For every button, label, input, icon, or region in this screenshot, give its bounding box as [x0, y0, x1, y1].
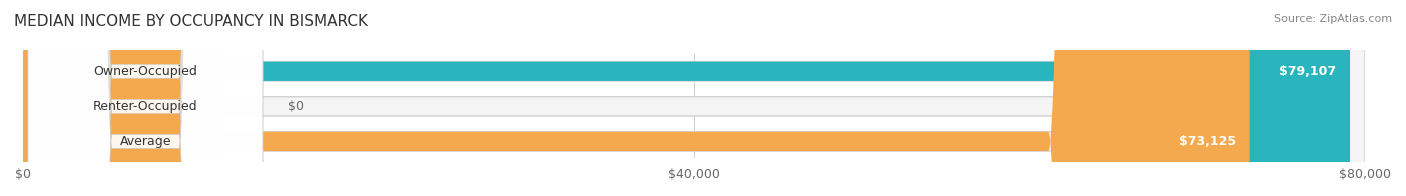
FancyBboxPatch shape [28, 0, 263, 196]
Text: Renter-Occupied: Renter-Occupied [93, 100, 198, 113]
FancyBboxPatch shape [22, 0, 1365, 196]
Text: $0: $0 [288, 100, 304, 113]
Text: Source: ZipAtlas.com: Source: ZipAtlas.com [1274, 14, 1392, 24]
FancyBboxPatch shape [22, 0, 1350, 196]
FancyBboxPatch shape [22, 0, 1250, 196]
Text: $73,125: $73,125 [1180, 135, 1236, 148]
Text: $79,107: $79,107 [1279, 65, 1337, 78]
Text: Average: Average [120, 135, 172, 148]
Text: MEDIAN INCOME BY OCCUPANCY IN BISMARCK: MEDIAN INCOME BY OCCUPANCY IN BISMARCK [14, 14, 368, 29]
FancyBboxPatch shape [22, 0, 1365, 196]
FancyBboxPatch shape [28, 0, 263, 196]
Text: Owner-Occupied: Owner-Occupied [94, 65, 197, 78]
FancyBboxPatch shape [22, 0, 1365, 196]
FancyBboxPatch shape [28, 0, 263, 196]
